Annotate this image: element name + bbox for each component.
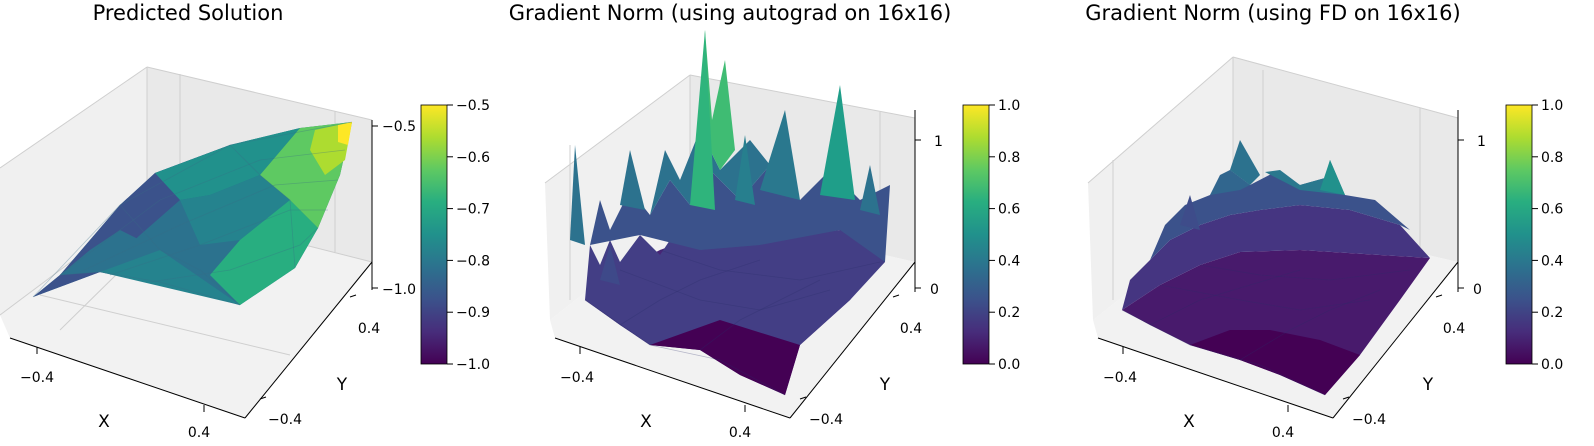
colorbar-tick-label: 1.0	[1541, 98, 1563, 114]
colorbar-tick-label: 0.4	[1541, 253, 1563, 269]
y-axis-label: Y	[336, 375, 348, 395]
colorbar-tick-label: 0.8	[1541, 150, 1563, 166]
colorbar-tick-label: 0.6	[1541, 202, 1563, 218]
colorbar: 0.0 0.2 0.4 0.6 0.8 1.0	[962, 98, 1020, 373]
colorbar-gradient	[962, 104, 990, 365]
colorbar-tick-label: 0.2	[1541, 305, 1563, 321]
y-tick-label: −0.4	[1352, 412, 1386, 428]
y-tick-label: −0.4	[268, 412, 302, 428]
x-tick-label: −0.4	[20, 370, 54, 386]
surface	[570, 30, 890, 396]
x-axis: −0.4 0.4 X	[1103, 347, 1294, 441]
z-tick-label: 0	[930, 282, 939, 298]
z-axis: 1 0	[915, 134, 943, 298]
x-axis-label: X	[1183, 412, 1195, 432]
y-axis: −0.4 0.4 Y	[1342, 294, 1465, 428]
x-tick-label: 0.4	[1272, 425, 1294, 441]
colorbar-tick-label: −0.9	[456, 305, 490, 321]
colorbar-tick-label: 0.8	[998, 150, 1020, 166]
x-tick-label: −0.4	[1103, 370, 1137, 386]
z-tick-label: 1	[934, 134, 943, 150]
surface	[32, 121, 353, 306]
x-axis: −0.4 0.4 X	[560, 347, 751, 441]
x-axis: −0.4 0.4 X	[20, 347, 210, 441]
colorbar-tick-label: 0.6	[998, 202, 1020, 218]
colorbar: −1.0 −0.9 −0.8 −0.7 −0.6 −0.5	[420, 98, 490, 373]
colorbar-tick-label: −1.0	[456, 357, 490, 373]
y-axis: −0.4 0.4 Y	[799, 294, 922, 428]
z-axis: 1 0	[1458, 134, 1486, 298]
y-axis-label: Y	[879, 375, 891, 395]
panel-predicted-solution: Predicted Solution	[0, 1, 490, 441]
x-tick-label: 0.4	[729, 425, 751, 441]
colorbar-tick-label: 0.0	[998, 357, 1020, 373]
colorbar-gradient	[1505, 104, 1533, 365]
colorbar-tick-label: −0.5	[456, 98, 490, 114]
y-tick-label: 0.4	[358, 321, 380, 337]
panel-gradient-norm-fd: Gradient Norm (using FD on 16x16)	[1085, 1, 1563, 441]
colorbar: 0.0 0.2 0.4 0.6 0.8 1.0	[1505, 98, 1563, 373]
colorbar-tick-label: −0.8	[456, 253, 490, 269]
x-tick-label: 0.4	[188, 425, 210, 441]
y-tick-label: −0.4	[809, 412, 843, 428]
panel-gradient-norm-autograd: Gradient Norm (using autograd on 16x16)	[509, 1, 1021, 441]
z-tick-label: 1	[1477, 134, 1486, 150]
z-axis: −0.5 −1.0	[372, 119, 416, 298]
surface	[1121, 140, 1430, 396]
colorbar-gradient	[420, 104, 448, 365]
colorbar-tick-label: −0.6	[456, 150, 490, 166]
y-tick-label: 0.4	[1443, 321, 1465, 337]
x-axis-label: X	[98, 412, 110, 432]
chart-title: Gradient Norm (using autograd on 16x16)	[509, 1, 952, 25]
chart-title: Gradient Norm (using FD on 16x16)	[1085, 1, 1460, 25]
colorbar-tick-label: 1.0	[998, 98, 1020, 114]
colorbar-tick-label: 0.0	[1541, 357, 1563, 373]
y-axis: −0.4 0.4 Y	[259, 294, 380, 428]
chart-title: Predicted Solution	[93, 1, 284, 25]
colorbar-tick-label: −0.7	[456, 202, 490, 218]
colorbar-tick-label: 0.4	[998, 253, 1020, 269]
z-tick-label: −0.5	[382, 119, 416, 135]
x-tick-label: −0.4	[560, 370, 594, 386]
x-axis-label: X	[640, 412, 652, 432]
colorbar-tick-label: 0.2	[998, 305, 1020, 321]
z-tick-label: −1.0	[382, 282, 416, 298]
y-tick-label: 0.4	[900, 321, 922, 337]
y-axis-label: Y	[1422, 375, 1434, 395]
z-tick-label: 0	[1473, 282, 1482, 298]
